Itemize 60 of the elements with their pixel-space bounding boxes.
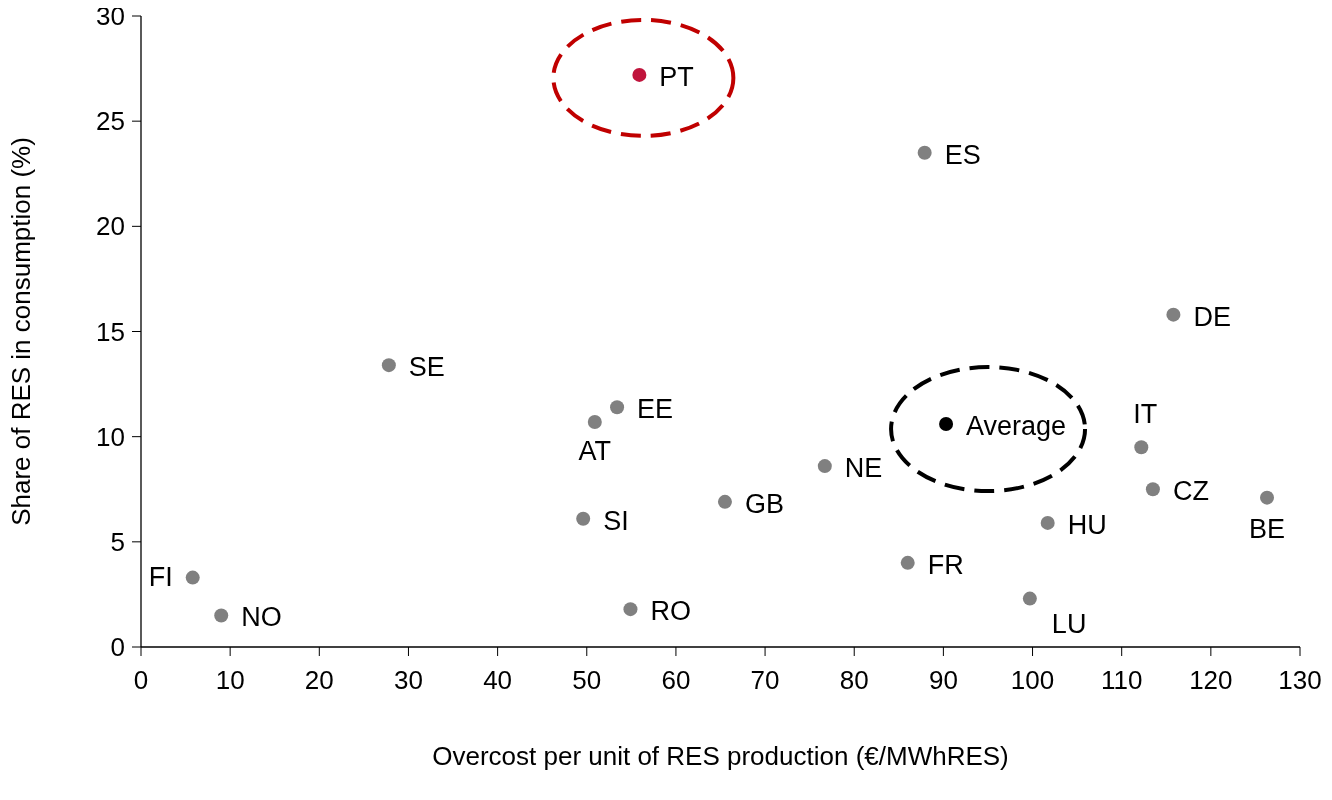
annotation: EE [637,394,674,425]
y-axis-title: Share of RES in consumption (%) [6,137,36,526]
annotation: NE [844,453,883,484]
point [939,417,954,432]
annotation: LU [1051,608,1087,639]
point [214,608,229,623]
point [610,400,625,415]
annotation: FI [148,561,173,592]
point [717,494,732,509]
annotation: SE [408,352,445,383]
y-tick-label: 10 [96,421,125,452]
point [623,602,638,617]
annotation: HU [1067,509,1107,540]
x-tick-label: 30 [394,665,423,695]
annotation: FR [927,549,964,580]
x-tick-label: 120 [1189,665,1233,695]
annotation: AT [578,435,612,466]
x-tick-label: 0 [133,665,149,695]
annotation: GB [744,488,784,519]
y-tick-label: 5 [110,526,125,557]
point [1040,515,1055,530]
x-tick-label: 80 [839,665,869,695]
annotation: SI [603,505,629,536]
x-tick-label: 100 [1010,665,1055,695]
annotation: RO [650,596,691,627]
point [1134,440,1149,455]
annotation: CZ [1172,476,1209,507]
x-tick-label: 110 [1100,665,1143,695]
point [1260,490,1275,505]
y-tick-label: 0 [110,632,125,663]
point [185,570,200,585]
x-tick-label: 10 [215,665,245,695]
x-tick-label: 60 [661,665,691,695]
annotation: Average [966,411,1067,442]
annotation: IT [1133,399,1158,430]
point [381,358,396,373]
point [917,145,932,160]
point [1022,591,1037,606]
point [632,67,647,82]
point [576,511,591,526]
y-tick-label: 20 [96,211,125,242]
annotation: BE [1249,513,1286,544]
point [587,414,602,429]
y-tick-label: 15 [96,316,125,347]
annotation: NO [241,602,282,633]
x-tick-label: 90 [928,665,958,695]
point [1166,307,1181,322]
annotation: PT [659,61,694,92]
annotation: ES [944,139,981,170]
y-tick-label: 25 [96,106,125,137]
x-tick-label: 20 [304,665,334,695]
x-tick-label: 40 [483,665,513,695]
x-tick-label: 50 [572,665,602,695]
x-tick-label: 130 [1278,665,1322,695]
point [900,555,915,570]
point [1145,482,1160,497]
x-tick-label: 70 [750,665,780,695]
annotation: DE [1193,301,1231,332]
point [817,459,832,474]
x-axis-title: Overcost per unit of RES production (€/MWhRES) [432,741,1009,771]
